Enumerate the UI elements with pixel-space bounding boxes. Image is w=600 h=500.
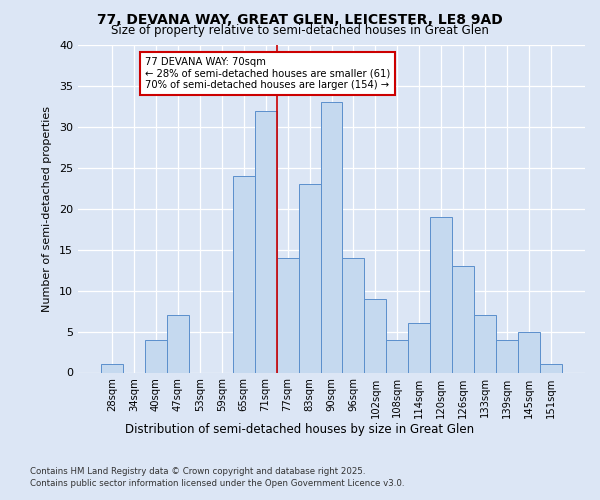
Bar bbox=[518, 332, 540, 372]
Bar bbox=[386, 340, 409, 372]
Bar bbox=[540, 364, 562, 372]
Text: Contains public sector information licensed under the Open Government Licence v3: Contains public sector information licen… bbox=[30, 479, 404, 488]
Bar bbox=[299, 184, 320, 372]
Text: Size of property relative to semi-detached houses in Great Glen: Size of property relative to semi-detach… bbox=[111, 24, 489, 37]
Bar bbox=[430, 217, 452, 372]
Text: Distribution of semi-detached houses by size in Great Glen: Distribution of semi-detached houses by … bbox=[125, 422, 475, 436]
Text: Contains HM Land Registry data © Crown copyright and database right 2025.: Contains HM Land Registry data © Crown c… bbox=[30, 468, 365, 476]
Bar bbox=[452, 266, 474, 372]
Text: 77 DEVANA WAY: 70sqm
← 28% of semi-detached houses are smaller (61)
70% of semi-: 77 DEVANA WAY: 70sqm ← 28% of semi-detac… bbox=[145, 58, 390, 90]
Bar bbox=[277, 258, 299, 372]
Text: 77, DEVANA WAY, GREAT GLEN, LEICESTER, LE8 9AD: 77, DEVANA WAY, GREAT GLEN, LEICESTER, L… bbox=[97, 12, 503, 26]
Y-axis label: Number of semi-detached properties: Number of semi-detached properties bbox=[42, 106, 52, 312]
Bar bbox=[474, 315, 496, 372]
Bar bbox=[145, 340, 167, 372]
Bar bbox=[254, 110, 277, 372]
Bar bbox=[167, 315, 189, 372]
Bar bbox=[343, 258, 364, 372]
Bar bbox=[233, 176, 254, 372]
Bar bbox=[409, 324, 430, 372]
Bar bbox=[101, 364, 123, 372]
Bar bbox=[364, 299, 386, 372]
Bar bbox=[496, 340, 518, 372]
Bar bbox=[320, 102, 343, 372]
